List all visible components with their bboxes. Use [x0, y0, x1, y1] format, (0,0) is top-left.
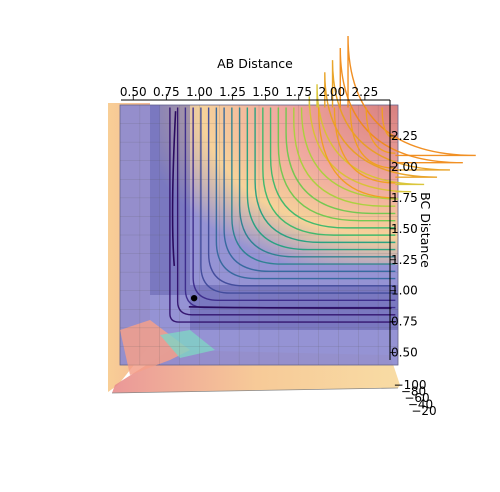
contour-line [254, 107, 396, 244]
x-tick-label: 1.25 [219, 85, 246, 99]
contour-line [277, 107, 396, 222]
x-tick-label: 1.00 [186, 85, 213, 99]
contour-line [300, 107, 399, 200]
contour-line [317, 107, 396, 199]
z-tick-label: −20 [411, 404, 436, 418]
contour-line [171, 111, 177, 267]
y-tick-label: 1.00 [391, 284, 418, 298]
tick-labels: 0.50 0.75 1.00 1.25 1.50 1.75 2.00 2.25 0.50 0.75… [120, 85, 437, 418]
surface-border [119, 104, 399, 366]
contour-line [293, 107, 396, 207]
contour-line [192, 107, 396, 302]
contour-line [347, 35, 476, 157]
contour-line [339, 48, 463, 164]
axes [111, 94, 399, 394]
marked-point [190, 294, 198, 302]
contour-line [207, 107, 396, 287]
y-tick-label: 1.50 [391, 222, 418, 236]
x-tick-label: 0.50 [120, 85, 147, 99]
contour-line [169, 107, 396, 323]
contour-lines [169, 35, 476, 323]
surface-scene [108, 103, 400, 393]
contour-line [246, 107, 396, 251]
z-tick-label: −80 [401, 385, 426, 399]
contour-line [324, 72, 438, 178]
x-tick-label: 0.75 [153, 85, 180, 99]
contour-line [188, 306, 392, 309]
y-tick-label: 0.50 [391, 346, 418, 360]
contour-line [215, 107, 396, 280]
contour-line [176, 107, 396, 316]
z-tick-label: −40 [408, 398, 433, 412]
y-tick-label: 1.75 [391, 191, 418, 205]
contour-line [316, 84, 425, 186]
x-tick-label: 2.00 [318, 85, 345, 99]
x-tick-label: 1.75 [285, 85, 312, 99]
contour-line [308, 96, 412, 193]
x-axis-title: AB Distance [217, 56, 293, 71]
y-tick-label: 2.00 [391, 160, 418, 174]
contour-line [349, 107, 396, 169]
corner-teal [160, 330, 215, 358]
y-tick-label: 1.25 [391, 253, 418, 267]
z-tick-label: −100 [394, 378, 427, 392]
contour-line [238, 107, 396, 258]
contour-line [262, 107, 396, 236]
corner-wedge [120, 320, 190, 375]
contour-line [200, 107, 396, 294]
contour-line [269, 107, 396, 229]
contour-line [231, 107, 396, 265]
contour-line [381, 107, 396, 140]
contour-line [223, 107, 396, 273]
x-tick-label: 2.25 [352, 85, 379, 99]
contour-line [333, 107, 396, 184]
y-tick-label: 2.25 [391, 129, 418, 143]
z-axis-line [111, 387, 399, 394]
marked-point-layer [190, 294, 198, 302]
y-tick-label: 0.75 [391, 315, 418, 329]
contour-line [285, 107, 396, 215]
z-tick-label: −60 [404, 391, 429, 405]
contour-line [331, 60, 450, 171]
y-axis-title: BC Distance [418, 192, 433, 268]
x-tick-label: 1.50 [252, 85, 279, 99]
